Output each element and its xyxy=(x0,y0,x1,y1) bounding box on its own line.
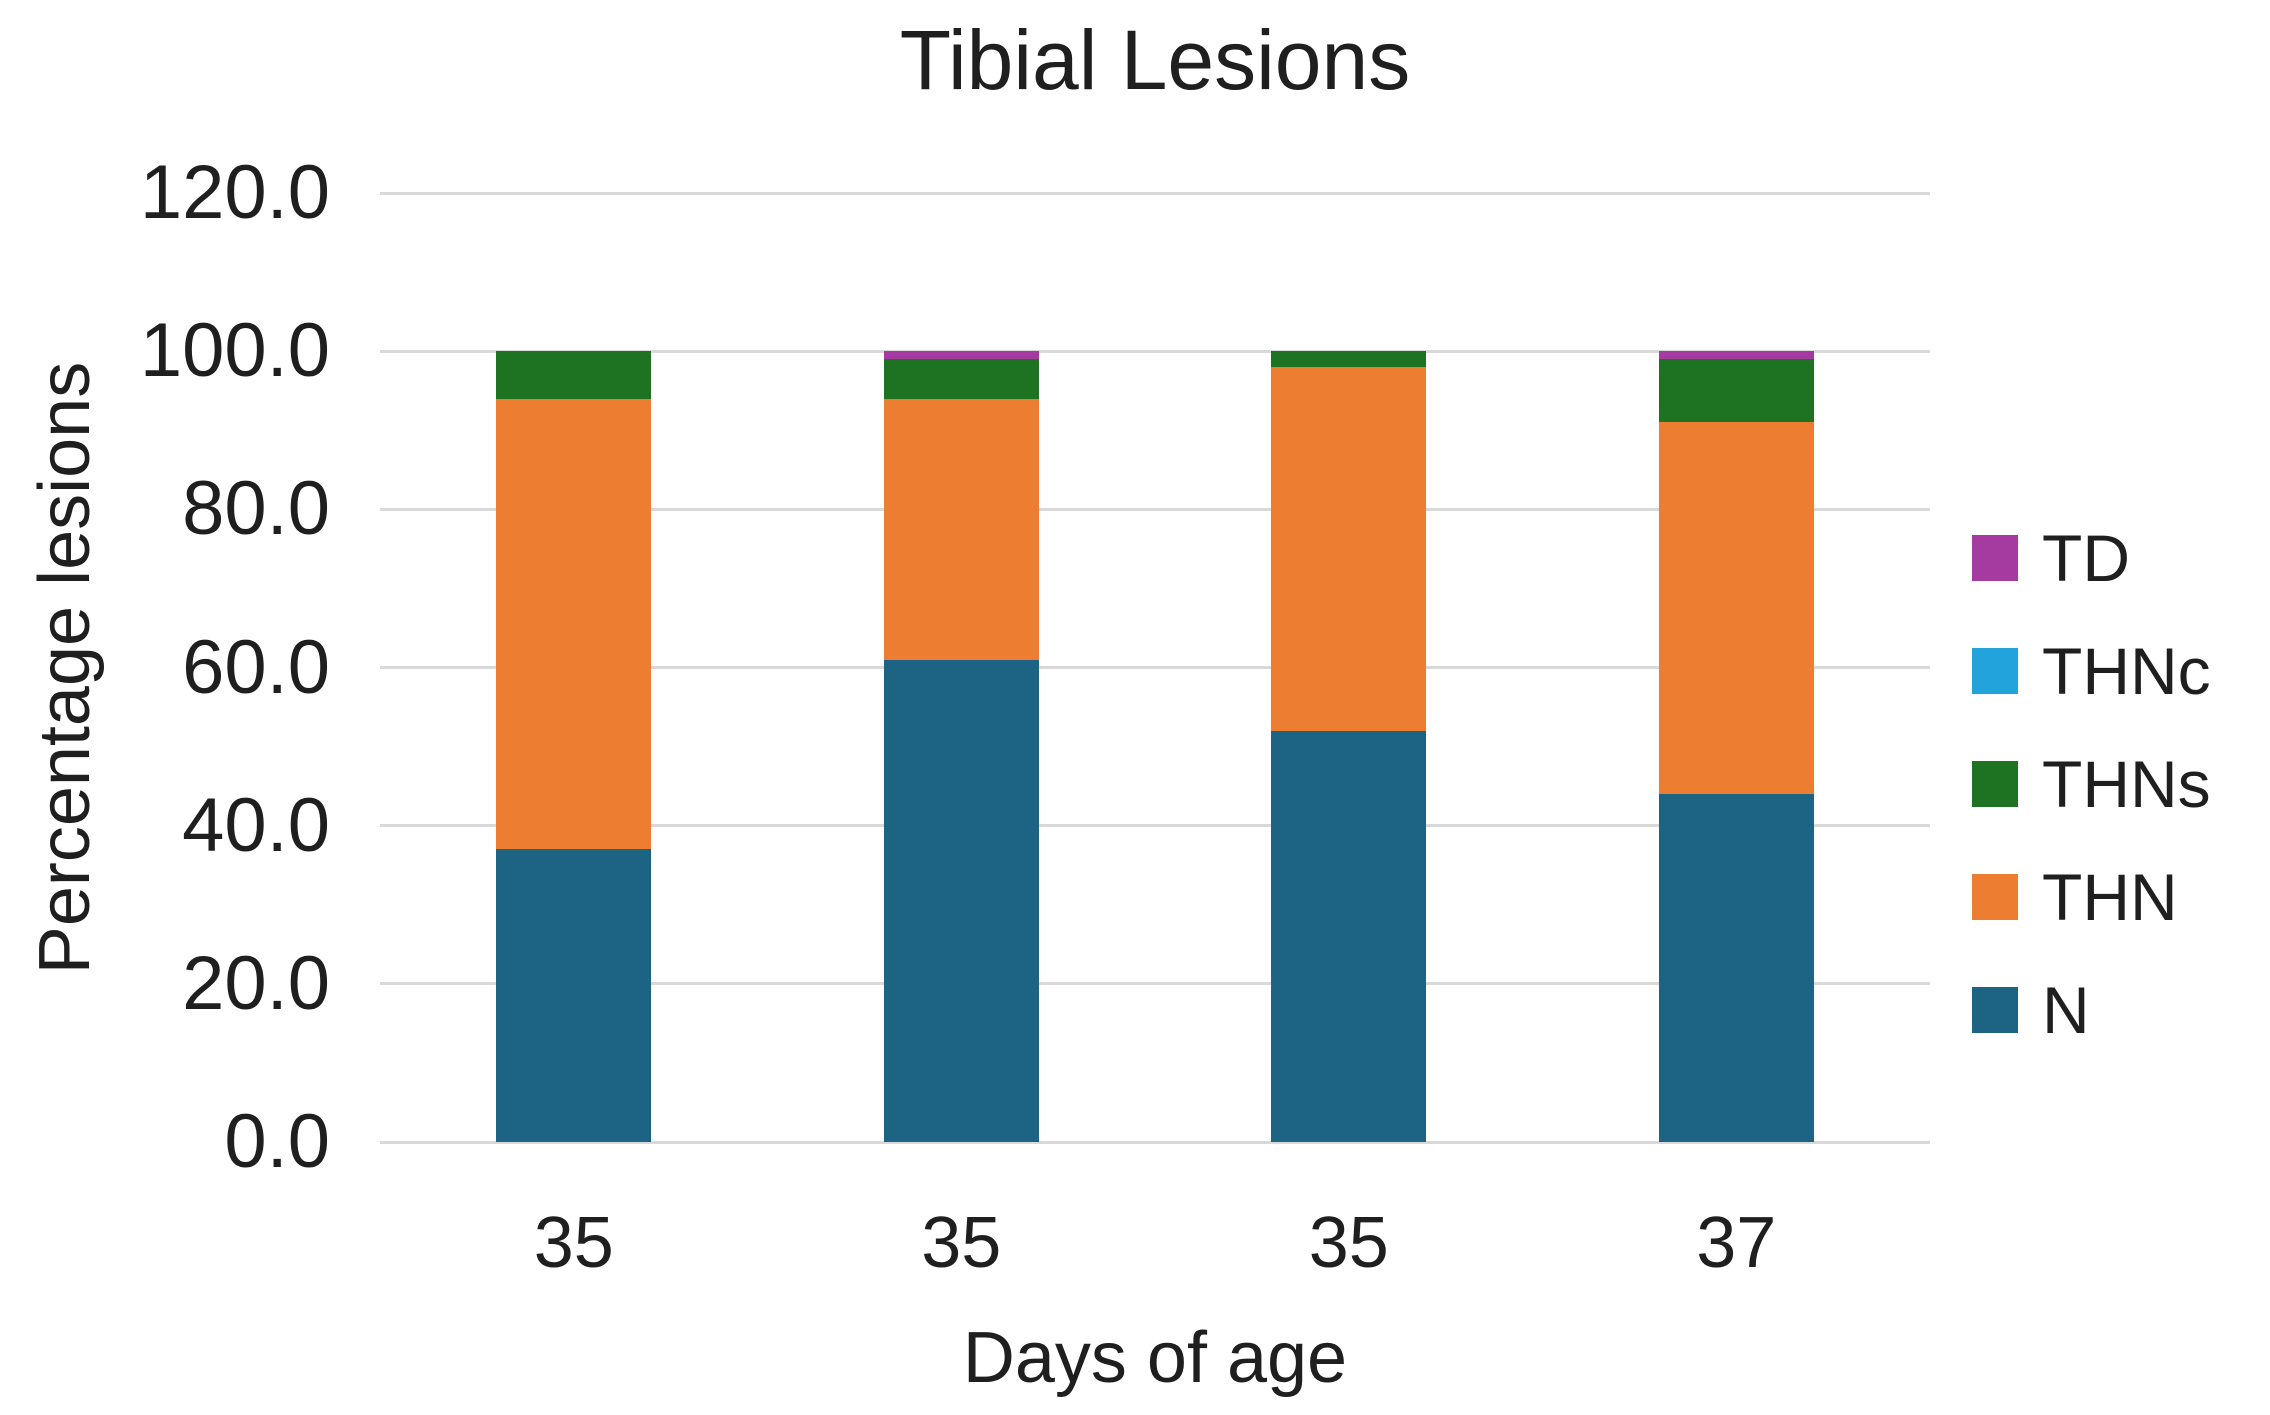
bar-segment-thn xyxy=(1658,422,1814,795)
plot-area xyxy=(380,191,1930,1144)
y-tick-label: 40.0 xyxy=(182,782,330,868)
gridline xyxy=(380,666,1930,669)
gridline xyxy=(380,982,1930,986)
gridline xyxy=(380,191,1930,195)
x-tick-label: 35 xyxy=(921,1203,1002,1283)
legend-item-td: TD xyxy=(1972,525,2130,591)
legend-label: N xyxy=(2042,973,2090,1047)
legend-label: TD xyxy=(2042,521,2130,595)
legend-swatch-thnc xyxy=(1972,648,2018,694)
legend-swatch-thn xyxy=(1972,874,2018,920)
gridline xyxy=(380,824,1930,828)
legend-swatch-thns xyxy=(1972,761,2018,807)
legend-item-thns: THNs xyxy=(1972,751,2211,817)
y-tick-label: 100.0 xyxy=(139,308,330,394)
x-axis-title: Days of age xyxy=(962,1318,1348,1398)
bar-segment-n xyxy=(1271,730,1427,1142)
bar-segment-thn xyxy=(883,398,1039,660)
bar-segment-thn xyxy=(496,398,652,850)
legend-item-n: N xyxy=(1972,977,2090,1043)
bar-segment-thns xyxy=(883,359,1039,399)
bar-segment-td xyxy=(1658,351,1814,360)
legend-label: THN xyxy=(2042,860,2178,934)
gridline xyxy=(380,507,1930,511)
chart-title: Tibial Lesions xyxy=(899,13,1411,107)
legend-swatch-td xyxy=(1972,535,2018,581)
legend-item-thnc: THNc xyxy=(1972,638,2211,704)
legend-label: THNs xyxy=(2042,747,2211,821)
bar-segment-thn xyxy=(1271,367,1427,731)
bar-segment-thns xyxy=(1271,351,1427,367)
bar-segment-n xyxy=(496,849,652,1142)
legend-label: THNc xyxy=(2042,634,2211,708)
bar-segment-n xyxy=(1658,794,1814,1142)
y-tick-label: 20.0 xyxy=(182,940,330,1026)
bar-segment-thns xyxy=(496,351,652,399)
y-tick-label: 120.0 xyxy=(139,150,330,235)
gridline xyxy=(380,1140,1930,1144)
x-tick-label: 35 xyxy=(1308,1203,1389,1283)
gridline xyxy=(380,349,1930,353)
bar-segment-td xyxy=(883,351,1039,360)
legend-swatch-n xyxy=(1972,987,2018,1033)
legend-item-thn: THN xyxy=(1972,864,2178,930)
y-tick-label: 80.0 xyxy=(182,466,330,552)
y-tick-label: 0.0 xyxy=(224,1099,330,1184)
x-tick-label: 35 xyxy=(533,1203,614,1283)
bar-segment-thns xyxy=(1658,359,1814,423)
y-tick-label: 60.0 xyxy=(182,624,330,710)
bar-segment-n xyxy=(883,659,1039,1142)
x-tick-label: 37 xyxy=(1696,1203,1777,1283)
